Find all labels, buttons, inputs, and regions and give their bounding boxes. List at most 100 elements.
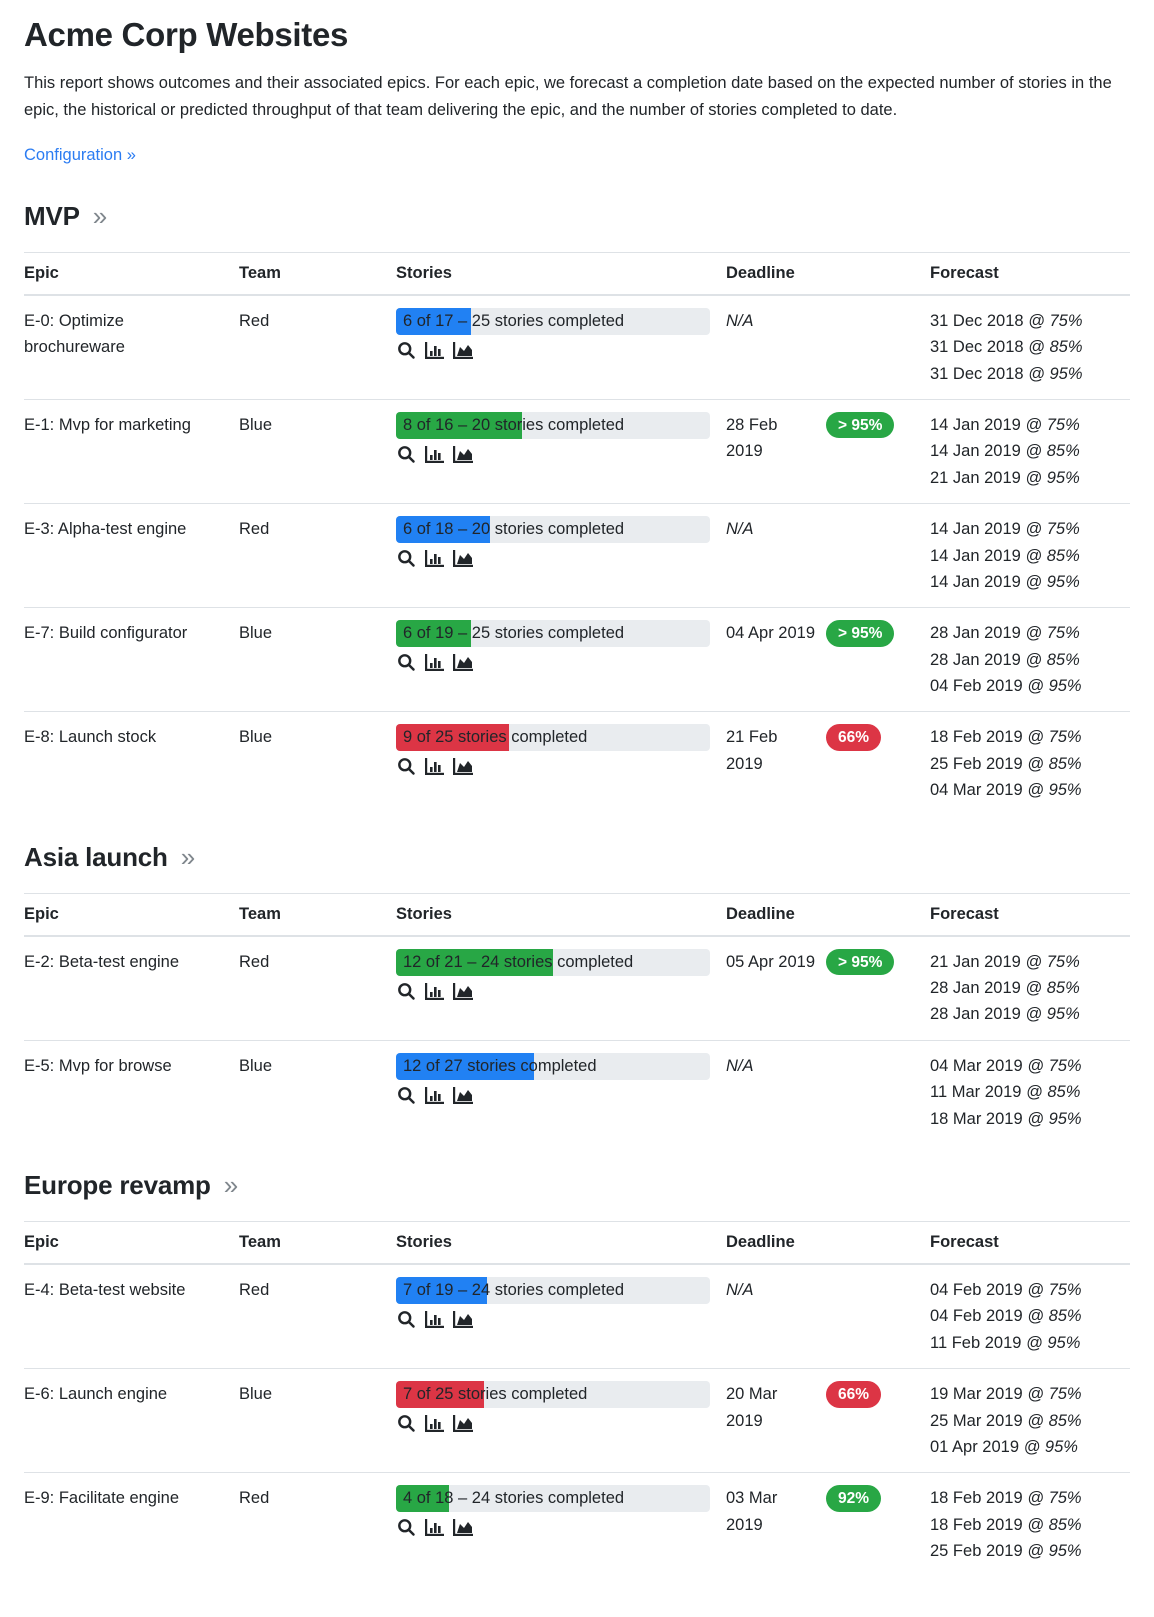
forecast-confidence: @ 75% [1027, 1280, 1082, 1299]
badge-cell: 92% [826, 1472, 930, 1576]
badge-cell: 66% [826, 1368, 930, 1472]
team-name: Blue [239, 711, 396, 815]
column-header-deadline: Deadline [726, 1220, 826, 1265]
forecast-date: 18 Mar 2019 [930, 1109, 1028, 1128]
progress-label: 6 of 19 – 25 stories completed [403, 624, 625, 643]
area-chart-icon[interactable] [452, 757, 474, 776]
badge-cell: > 95% [826, 398, 930, 503]
area-chart-icon[interactable] [452, 1414, 474, 1433]
forecast-confidence: @ 75% [1027, 1385, 1082, 1404]
forecast-date: 04 Feb 2019 [930, 1280, 1028, 1299]
area-chart-icon[interactable] [452, 549, 474, 568]
forecast-line: 28 Jan 2019 @ 75% [930, 620, 1120, 646]
search-icon[interactable] [396, 340, 417, 361]
stories-cell: 9 of 25 stories completed [396, 711, 726, 815]
bar-chart-icon[interactable] [424, 445, 445, 464]
confidence-badge: > 95% [826, 948, 895, 976]
forecast-line: 19 Mar 2019 @ 75% [930, 1381, 1120, 1407]
forecast-confidence: @ 75% [1025, 624, 1080, 643]
search-icon[interactable] [396, 1517, 417, 1538]
epic-section: MVP » Epic Team Stories Deadline Forecas… [24, 201, 1130, 816]
column-header-team: Team [239, 1220, 396, 1265]
badge-cell [826, 503, 930, 607]
forecast-line: 25 Mar 2019 @ 85% [930, 1408, 1120, 1434]
search-icon[interactable] [396, 756, 417, 777]
bar-chart-icon[interactable] [424, 1310, 445, 1329]
forecast-confidence: @ 95% [1026, 1333, 1081, 1352]
forecast-cell: 18 Feb 2019 @ 75% 18 Feb 2019 @ 85% 25 Feb… [930, 1472, 1130, 1576]
area-chart-icon[interactable] [452, 445, 474, 464]
stories-cell: 12 of 27 stories completed [396, 1039, 726, 1144]
area-chart-icon[interactable] [452, 341, 474, 360]
forecast-date: 18 Feb 2019 [930, 1515, 1028, 1534]
search-icon[interactable] [396, 981, 417, 1002]
forecast-date: 19 Mar 2019 [930, 1385, 1028, 1404]
forecast-date: 25 Feb 2019 [930, 1542, 1028, 1561]
epic-name: E-0: Optimize brochureware [24, 311, 125, 357]
configuration-link[interactable]: Configuration » [24, 145, 136, 164]
column-header-forecast: Forecast [930, 892, 1130, 937]
epic-name: E-7: Build configurator [24, 607, 239, 711]
search-icon[interactable] [396, 1413, 417, 1434]
bar-chart-icon[interactable] [424, 1518, 445, 1537]
stories-progress-bar: 4 of 18 – 24 stories completed [396, 1485, 710, 1513]
stories-cell: 12 of 21 – 24 stories completed [396, 937, 726, 1040]
search-icon[interactable] [396, 1309, 417, 1330]
section-link-chevron[interactable]: » [173, 841, 196, 872]
epic-name: E-6: Launch engine [24, 1368, 239, 1472]
table-header-row: Epic Team Stories Deadline Forecast [24, 251, 1130, 296]
deadline-text: N/A [726, 503, 826, 607]
confidence-badge: > 95% [826, 411, 895, 439]
forecast-date: 14 Jan 2019 [930, 442, 1026, 461]
forecast-cell: 14 Jan 2019 @ 75% 14 Jan 2019 @ 85% 14 Jan… [930, 503, 1130, 607]
progress-fill [396, 307, 472, 335]
bar-chart-icon[interactable] [424, 549, 445, 568]
area-chart-icon[interactable] [452, 1310, 474, 1329]
area-chart-icon[interactable] [452, 982, 474, 1001]
progress-fill [396, 948, 553, 976]
stories-cell: 4 of 18 – 24 stories completed [396, 1472, 726, 1576]
column-header-badge-spacer [826, 892, 930, 937]
forecast-confidence: @ 75% [1028, 311, 1083, 330]
forecast-line: 04 Mar 2019 @ 95% [930, 777, 1120, 803]
bar-chart-icon[interactable] [424, 757, 445, 776]
area-chart-icon[interactable] [452, 1518, 474, 1537]
search-icon[interactable] [396, 1085, 417, 1106]
column-header-stories: Stories [396, 1220, 726, 1265]
story-actions [396, 1413, 716, 1434]
stories-cell: 8 of 16 – 20 stories completed [396, 398, 726, 503]
bar-chart-icon[interactable] [424, 1086, 445, 1105]
deadline-text: N/A [726, 1039, 826, 1144]
stories-progress-bar: 9 of 25 stories completed [396, 724, 710, 752]
section-link-chevron[interactable]: » [216, 1169, 238, 1200]
column-header-forecast: Forecast [930, 251, 1130, 296]
search-icon[interactable] [396, 652, 417, 673]
table-body: E-4: Beta-test website Red 7 of 19 – 24 … [24, 1265, 1130, 1577]
forecast-line: 04 Feb 2019 @ 75% [930, 1277, 1120, 1303]
forecast-confidence: @ 85% [1025, 979, 1080, 998]
confidence-badge: 66% [826, 724, 882, 751]
forecast-line: 04 Feb 2019 @ 95% [930, 673, 1120, 699]
table-header-row: Epic Team Stories Deadline Forecast [24, 1220, 1130, 1265]
bar-chart-icon[interactable] [424, 982, 445, 1001]
forecast-line: 31 Dec 2018 @ 75% [930, 308, 1120, 334]
column-header-stories: Stories [396, 251, 726, 296]
forecast-date: 04 Feb 2019 [930, 1307, 1028, 1326]
epics-table: Epic Team Stories Deadline Forecast E-0:… [24, 251, 1130, 816]
bar-chart-icon[interactable] [424, 1414, 445, 1433]
search-icon[interactable] [396, 548, 417, 569]
section-link-chevron[interactable]: » [85, 200, 108, 231]
area-chart-icon[interactable] [452, 653, 474, 672]
area-chart-icon[interactable] [452, 1086, 474, 1105]
forecast-line: 18 Mar 2019 @ 95% [930, 1106, 1120, 1132]
forecast-date: 21 Jan 2019 [930, 468, 1026, 487]
forecast-line: 04 Feb 2019 @ 85% [930, 1303, 1120, 1329]
epic-row: E-4: Beta-test website Red 7 of 19 – 24 … [24, 1265, 1130, 1368]
epics-table: Epic Team Stories Deadline Forecast E-4:… [24, 1220, 1130, 1577]
story-actions [396, 756, 716, 777]
progress-label: 7 of 19 – 24 stories completed [403, 1280, 625, 1299]
bar-chart-icon[interactable] [424, 653, 445, 672]
bar-chart-icon[interactable] [424, 341, 445, 360]
search-icon[interactable] [396, 444, 417, 465]
